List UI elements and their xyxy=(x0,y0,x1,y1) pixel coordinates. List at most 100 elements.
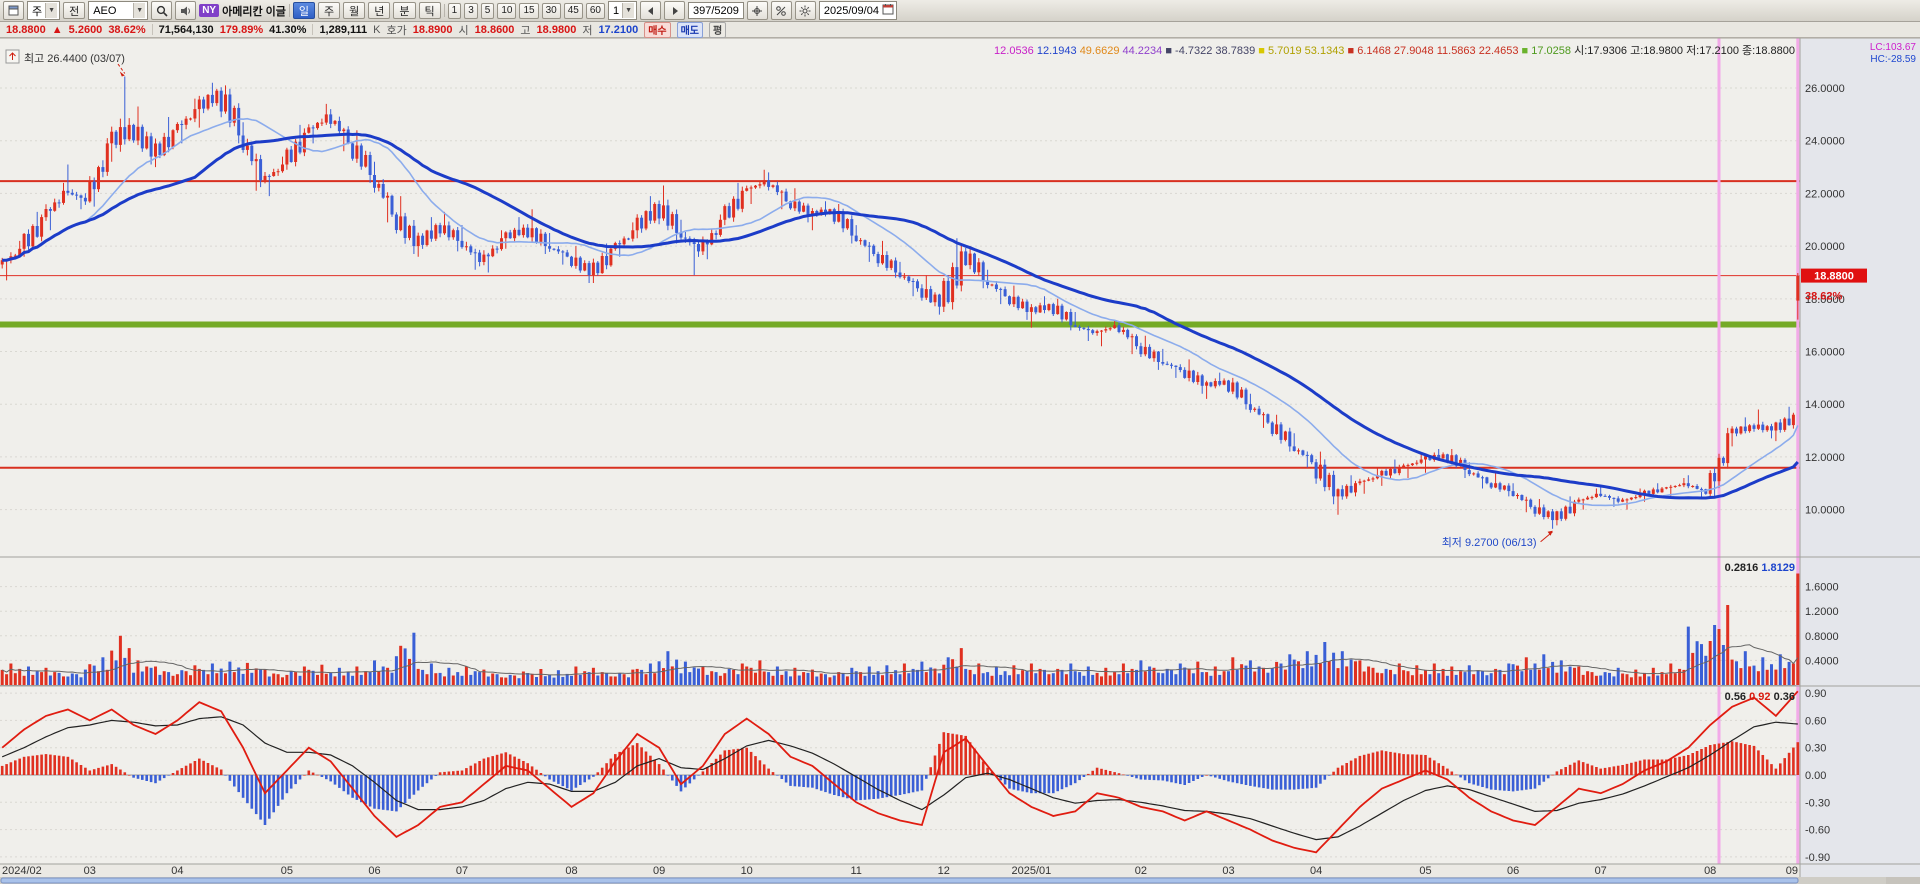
volume-ma-line xyxy=(1,644,1799,676)
svg-text:10.0000: 10.0000 xyxy=(1805,505,1845,517)
date-value: 2025/09/04 xyxy=(823,4,879,17)
svg-text:20.0000: 20.0000 xyxy=(1805,241,1845,253)
low-label: 저 xyxy=(582,24,593,37)
search-icon[interactable] xyxy=(151,1,173,20)
svg-text:LC:103.67: LC:103.67 xyxy=(1870,42,1917,53)
svg-text:05: 05 xyxy=(1419,865,1431,877)
svg-text:04: 04 xyxy=(171,865,183,877)
turnover-percent: 41.30% xyxy=(269,23,307,36)
svg-text:0.60: 0.60 xyxy=(1805,715,1826,727)
interval-60-button[interactable]: 60 xyxy=(585,2,605,19)
candles xyxy=(0,90,1800,521)
market-type-select[interactable]: 주 ▼ xyxy=(27,1,61,20)
interval-5-button[interactable]: 5 xyxy=(480,2,495,19)
interval-15-button[interactable]: 15 xyxy=(519,2,539,19)
svg-text:05: 05 xyxy=(281,865,293,877)
scrollbar-thumb[interactable] xyxy=(0,877,1799,884)
period-month-button[interactable]: 월 xyxy=(343,2,366,19)
svg-text:최저 9.2700 (06/13): 최저 9.2700 (06/13) xyxy=(1442,536,1537,549)
svg-text:10: 10 xyxy=(741,865,753,877)
svg-text:1.2000: 1.2000 xyxy=(1805,606,1839,618)
interval-1-button[interactable]: 1 xyxy=(447,2,462,19)
interval-30-button[interactable]: 30 xyxy=(541,2,561,19)
volume-ratio-percent: 179.89% xyxy=(219,23,264,36)
period-year-button[interactable]: 년 xyxy=(368,2,391,19)
chevron-down-icon: ▼ xyxy=(133,3,146,18)
tick-button[interactable]: 틱 xyxy=(418,2,441,19)
gear-icon[interactable] xyxy=(794,1,816,20)
svg-text:09: 09 xyxy=(1786,865,1798,877)
low-value: 17.2100 xyxy=(598,23,639,36)
sell-button[interactable]: 매도 xyxy=(676,21,704,38)
svg-text:0.4000: 0.4000 xyxy=(1805,655,1839,667)
svg-text:1.6000: 1.6000 xyxy=(1805,582,1839,594)
divider xyxy=(151,24,153,35)
current-price: 18.8800 xyxy=(6,23,46,36)
indicator-legend: 12.0536 12.1943 49.6629 44.2234 ■ -4.732… xyxy=(994,44,1795,57)
interval-45-button[interactable]: 45 xyxy=(563,2,583,19)
svg-text:18.0000: 18.0000 xyxy=(1805,294,1845,306)
svg-text:-0.60: -0.60 xyxy=(1805,825,1830,837)
multiplier-value: 1 xyxy=(612,4,620,17)
svg-text:0.00: 0.00 xyxy=(1805,770,1826,782)
svg-text:22.0000: 22.0000 xyxy=(1805,188,1845,200)
date-field[interactable]: 2025/09/04 xyxy=(818,1,897,20)
all-button[interactable]: 전 xyxy=(63,2,86,19)
svg-text:HC:-28.59: HC:-28.59 xyxy=(1870,54,1916,65)
market-type-value: 주 xyxy=(32,5,43,18)
calendar-icon xyxy=(882,3,894,18)
svg-text:-0.30: -0.30 xyxy=(1805,797,1830,809)
interval-10-button[interactable]: 10 xyxy=(497,2,517,19)
svg-text:38.62%: 38.62% xyxy=(1805,291,1843,303)
oscillator-main-line xyxy=(1,690,1799,854)
trade-value: 1,289,111 xyxy=(319,23,368,36)
svg-text:16.0000: 16.0000 xyxy=(1805,347,1845,359)
svg-text:18.8800: 18.8800 xyxy=(1814,271,1854,283)
svg-text:최고 26.4400 (03/07): 최고 26.4400 (03/07) xyxy=(24,52,125,65)
highest-arrow xyxy=(117,63,126,74)
svg-text:12: 12 xyxy=(938,865,950,877)
macd-histogram xyxy=(0,732,1800,825)
divider xyxy=(288,4,290,17)
percent-icon[interactable] xyxy=(770,1,792,20)
multiplier-select[interactable]: 1 ▼ xyxy=(607,1,637,20)
svg-text:24.0000: 24.0000 xyxy=(1805,136,1845,148)
quote-value: 18.8900 xyxy=(412,23,453,36)
up-arrow-icon: ▲ xyxy=(51,23,63,36)
buy-button[interactable]: 매수 xyxy=(644,21,671,38)
current-price-badge xyxy=(1801,268,1867,283)
svg-text:02: 02 xyxy=(1135,865,1147,877)
window-icon[interactable] xyxy=(3,1,24,20)
speaker-icon[interactable] xyxy=(175,1,197,20)
right-arrow-icon[interactable] xyxy=(664,1,685,20)
crosshair-icon[interactable] xyxy=(746,1,768,20)
market-badge: NY xyxy=(199,4,220,17)
svg-text:0.30: 0.30 xyxy=(1805,743,1826,755)
divider xyxy=(312,24,314,35)
ma-45-line xyxy=(2,132,1799,500)
trade-value-unit: K xyxy=(373,23,381,36)
period-day-button[interactable]: 일 xyxy=(292,2,315,19)
svg-text:0.90: 0.90 xyxy=(1805,688,1826,700)
svg-text:08: 08 xyxy=(1704,865,1716,877)
interval-3-button[interactable]: 3 xyxy=(464,2,478,19)
quote-label: 호가 xyxy=(386,24,407,37)
price-info-bar: 18.8800 ▲ 5.2600 38.62% 71,564,130 179.8… xyxy=(0,21,1920,38)
period-week-button[interactable]: 주 xyxy=(318,2,341,19)
svg-text:06: 06 xyxy=(1507,865,1519,877)
avg-button[interactable]: 평 xyxy=(709,21,727,38)
oscillator-legend: 0.56 0.92 0.36 xyxy=(1725,691,1795,703)
minute-button[interactable]: 분 xyxy=(393,2,416,19)
high-label: 고 xyxy=(520,24,531,37)
left-arrow-icon[interactable] xyxy=(640,1,661,20)
svg-text:04: 04 xyxy=(1310,865,1322,877)
svg-text:26.0000: 26.0000 xyxy=(1805,83,1845,95)
svg-text:14.0000: 14.0000 xyxy=(1805,399,1845,411)
svg-text:06: 06 xyxy=(368,865,380,877)
symbol-select[interactable]: AEO ▼ xyxy=(88,1,149,20)
svg-text:08: 08 xyxy=(565,865,577,877)
svg-text:09: 09 xyxy=(653,865,665,877)
volume-bars xyxy=(0,573,1800,686)
